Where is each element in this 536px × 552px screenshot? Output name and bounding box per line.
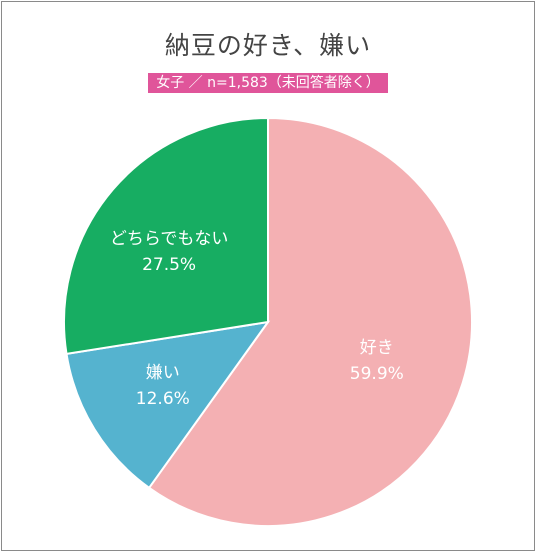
slice-label-0: 好き: [360, 338, 394, 358]
slice-value-2: 27.5%: [142, 255, 196, 275]
chart-subtitle-badge: 女子 ／ n=1,583（未回答者除く）: [148, 73, 388, 93]
pie-slice-1: [65, 320, 271, 490]
subtitle-wrap: 女子 ／ n=1,583（未回答者除く）: [0, 72, 536, 93]
pie-slice-0: [147, 116, 473, 527]
slice-value-1: 12.6%: [136, 389, 190, 409]
slice-value-0: 59.9%: [350, 364, 404, 384]
chart-title: 納豆の好き、嫌い: [164, 31, 372, 60]
slice-label-1: 嫌い: [146, 363, 180, 383]
pie-slice-2: [63, 116, 269, 356]
slice-label-2: どちらでもない: [110, 229, 229, 249]
